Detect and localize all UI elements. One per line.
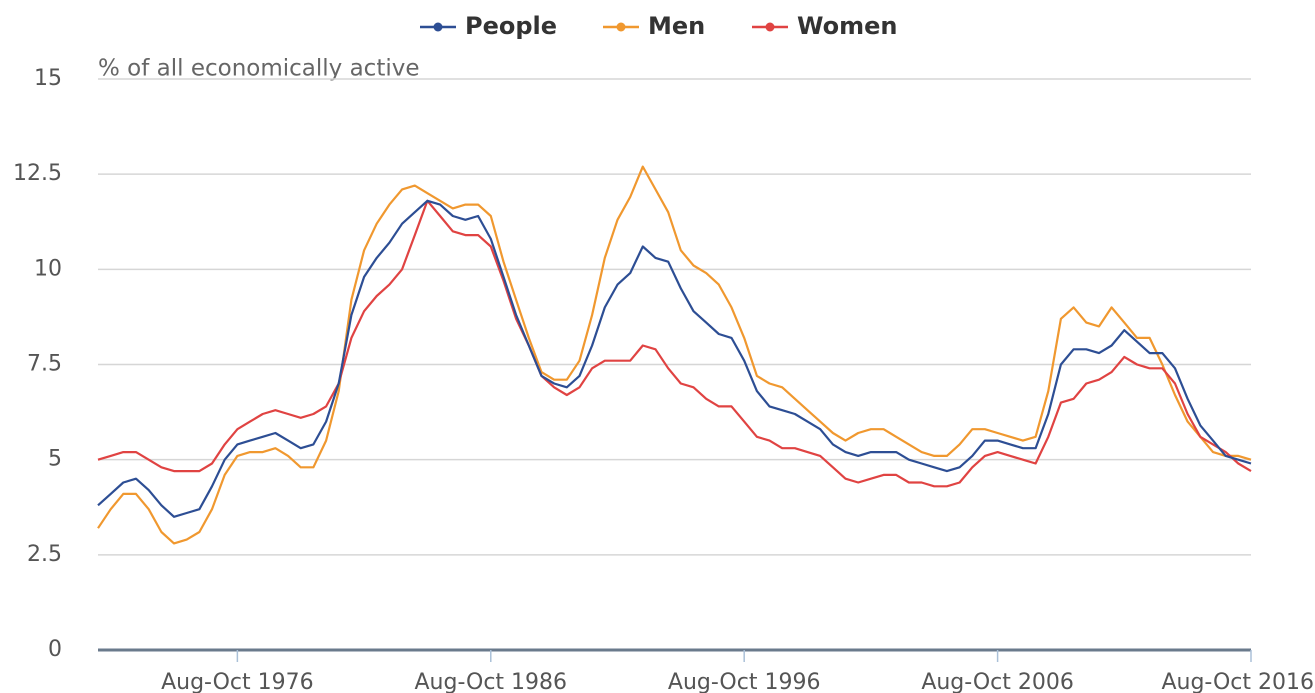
legend-label: Women [797, 12, 897, 40]
x-tick-label: Aug-Oct 2006 [921, 670, 1074, 693]
y-tick-label: 10 [34, 256, 62, 281]
y-tick-label: 15 [34, 66, 62, 91]
y-tick-label: 5 [48, 447, 62, 472]
y-tick-label: 12.5 [13, 161, 62, 186]
legend-label: People [465, 12, 557, 40]
y-tick-label: 2.5 [27, 542, 62, 567]
legend-marker [765, 22, 775, 32]
y-tick-label: 7.5 [27, 352, 62, 377]
legend-marker [433, 22, 443, 32]
line [97, 165, 1252, 545]
legend-marker [616, 22, 626, 32]
x-tick-label: Aug-Oct 2016 [1161, 670, 1314, 693]
legend-label: Men [648, 12, 705, 40]
y-axis-label: % of all economically active [98, 56, 420, 82]
y-tick-label: 0 [48, 637, 62, 662]
x-tick-label: Aug-Oct 1976 [161, 670, 314, 693]
line [97, 199, 1252, 518]
x-tick-label: Aug-Oct 1986 [415, 670, 568, 693]
x-tick-label: Aug-Oct 1996 [668, 670, 821, 693]
line [97, 199, 1252, 488]
